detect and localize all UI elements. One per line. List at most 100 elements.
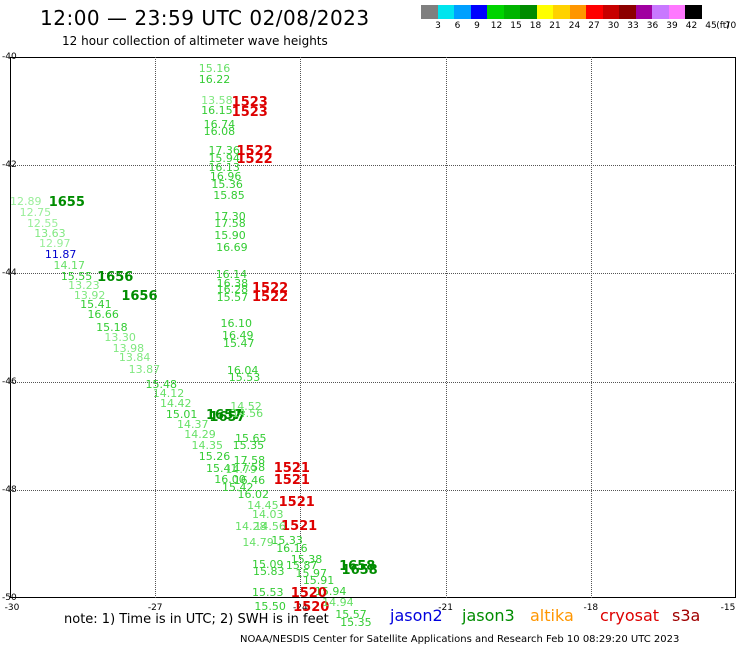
- page-title: 12:00 — 23:59 UTC 02/08/2023: [40, 6, 370, 30]
- scale-swatch: [553, 5, 570, 19]
- wave-height-value: 16.04: [226, 364, 259, 378]
- wave-height-value: 14.45: [247, 498, 279, 512]
- scale-swatch: [569, 5, 586, 19]
- scale-label: 39: [666, 21, 678, 31]
- wave-height-value: 14.42: [160, 396, 192, 410]
- pass-time-label: 1522: [236, 143, 273, 159]
- scale-swatch: [536, 5, 553, 19]
- wave-height-value: 17.36: [208, 143, 240, 157]
- wave-height-value: 16.22: [198, 73, 231, 87]
- pass-time-label: 1522: [236, 152, 273, 168]
- scale-swatch: [635, 5, 652, 19]
- pass-time-label: 1521: [278, 495, 315, 511]
- pass-time-label: 1658: [339, 559, 376, 575]
- grid-line-lat: [10, 273, 736, 275]
- pass-time-label: 1658: [341, 563, 378, 579]
- lat-label: -50: [2, 593, 17, 603]
- scale-label: 9: [474, 21, 480, 31]
- wave-height-value: 14.52: [230, 399, 262, 413]
- wave-height-value: 15.50: [254, 599, 286, 613]
- wave-height-value: 15.85: [213, 188, 245, 202]
- grid-line-lat: [10, 165, 736, 167]
- scale-label: 36: [646, 21, 659, 31]
- color-scale: [421, 5, 702, 19]
- wave-height-value: 14.03: [252, 507, 284, 521]
- scale-swatch: [685, 5, 702, 19]
- wave-height-value: 13.23: [68, 278, 100, 292]
- wave-height-value: 14.56: [231, 406, 264, 420]
- wave-height-value: 15.42: [221, 480, 254, 494]
- pass-time-label: 1656: [121, 288, 158, 304]
- scale-swatch: [503, 5, 520, 19]
- pass-time-label: 1521: [273, 472, 310, 488]
- wave-height-value: 16.38: [216, 276, 249, 290]
- scale-swatch: [668, 5, 685, 19]
- scale-swatch: [487, 5, 504, 19]
- wave-height-value: 15.55: [60, 269, 93, 283]
- wave-height-value: 15.90: [214, 229, 246, 243]
- wave-height-value: 13.58: [201, 93, 233, 107]
- wave-height-value: 15.53: [252, 586, 284, 600]
- page-subtitle: 12 hour collection of altimeter wave hei…: [62, 34, 328, 48]
- wave-height-value: 15.65: [235, 431, 267, 445]
- wave-height-value: 15.16: [198, 62, 231, 76]
- wave-height-value: 15.41: [80, 298, 112, 312]
- lon-label: -15: [720, 603, 736, 613]
- wave-height-value: 15.38: [290, 552, 323, 566]
- pass-time-label: 1522: [252, 280, 289, 296]
- wave-height-value: 14.79: [225, 462, 257, 476]
- scale-label: 70: [724, 21, 737, 31]
- wave-height-value: 15.97: [295, 567, 328, 581]
- wave-height-value: 15.09: [252, 558, 284, 572]
- wave-height-value: 15.94: [314, 585, 347, 599]
- legend-jason3: jason3: [462, 606, 515, 625]
- grid-line-lon: [300, 57, 302, 598]
- lon-label: -18: [583, 603, 599, 613]
- wave-height-value: 13.63: [34, 227, 66, 241]
- wave-height-value: 17.30: [214, 210, 246, 224]
- wave-height-value: 14.56: [254, 520, 286, 534]
- lat-label: -42: [2, 160, 17, 171]
- wave-height-value: 15.36: [211, 177, 243, 191]
- pass-time-label: 1657: [209, 410, 246, 426]
- wave-height-value: 15.18: [96, 321, 128, 335]
- wave-height-value: 15.87: [285, 559, 318, 573]
- wave-height-value: 13.98: [112, 341, 145, 355]
- pass-time-label: 1521: [273, 460, 310, 476]
- pass-time-label: 1523: [231, 104, 268, 120]
- scale-swatch: [470, 5, 487, 19]
- wave-height-value: 16.46: [233, 473, 266, 487]
- scale-label: 24: [568, 21, 581, 31]
- wave-height-value: 15.47: [222, 337, 255, 351]
- wave-height-value: 17.58: [214, 216, 246, 230]
- wave-height-value: 12.89: [10, 195, 42, 209]
- wave-height-value: 16.13: [208, 161, 240, 175]
- wave-height-value: 12.97: [39, 237, 71, 251]
- wave-height-value: 14.17: [53, 258, 86, 272]
- wave-height-value: 13.84: [118, 350, 151, 364]
- scale-swatch: [520, 5, 537, 19]
- scale-swatch: [619, 5, 636, 19]
- legend-cryosat: cryosat: [600, 606, 660, 625]
- lat-label: -48: [2, 484, 17, 495]
- wave-height-value: 14.79: [242, 536, 274, 550]
- wave-height-value: 17.58: [233, 460, 266, 474]
- pass-time-label: 1522: [252, 290, 289, 306]
- pass-time-label: 1520: [290, 586, 327, 602]
- scale-label: 45: [705, 21, 717, 31]
- wave-height-value: 14.28: [235, 520, 267, 534]
- wave-height-value: 16.02: [237, 487, 269, 501]
- scale-swatch: [602, 5, 619, 19]
- lat-label: -44: [2, 268, 17, 279]
- pass-time-label: 1520: [293, 599, 330, 615]
- scale-swatch: [421, 5, 438, 19]
- scale-unit: (ft): [716, 21, 730, 31]
- wave-height-value: 15.57: [216, 291, 249, 305]
- wave-height-value: 15.94: [208, 152, 240, 166]
- wave-height-value: 13.87: [128, 363, 161, 377]
- legend-jason2: jason2: [390, 606, 443, 625]
- pass-time-label: 1655: [48, 195, 85, 211]
- wave-height-value: 11.87: [44, 248, 77, 262]
- wave-height-value: 15.53: [228, 370, 261, 384]
- scale-swatch: [437, 5, 454, 19]
